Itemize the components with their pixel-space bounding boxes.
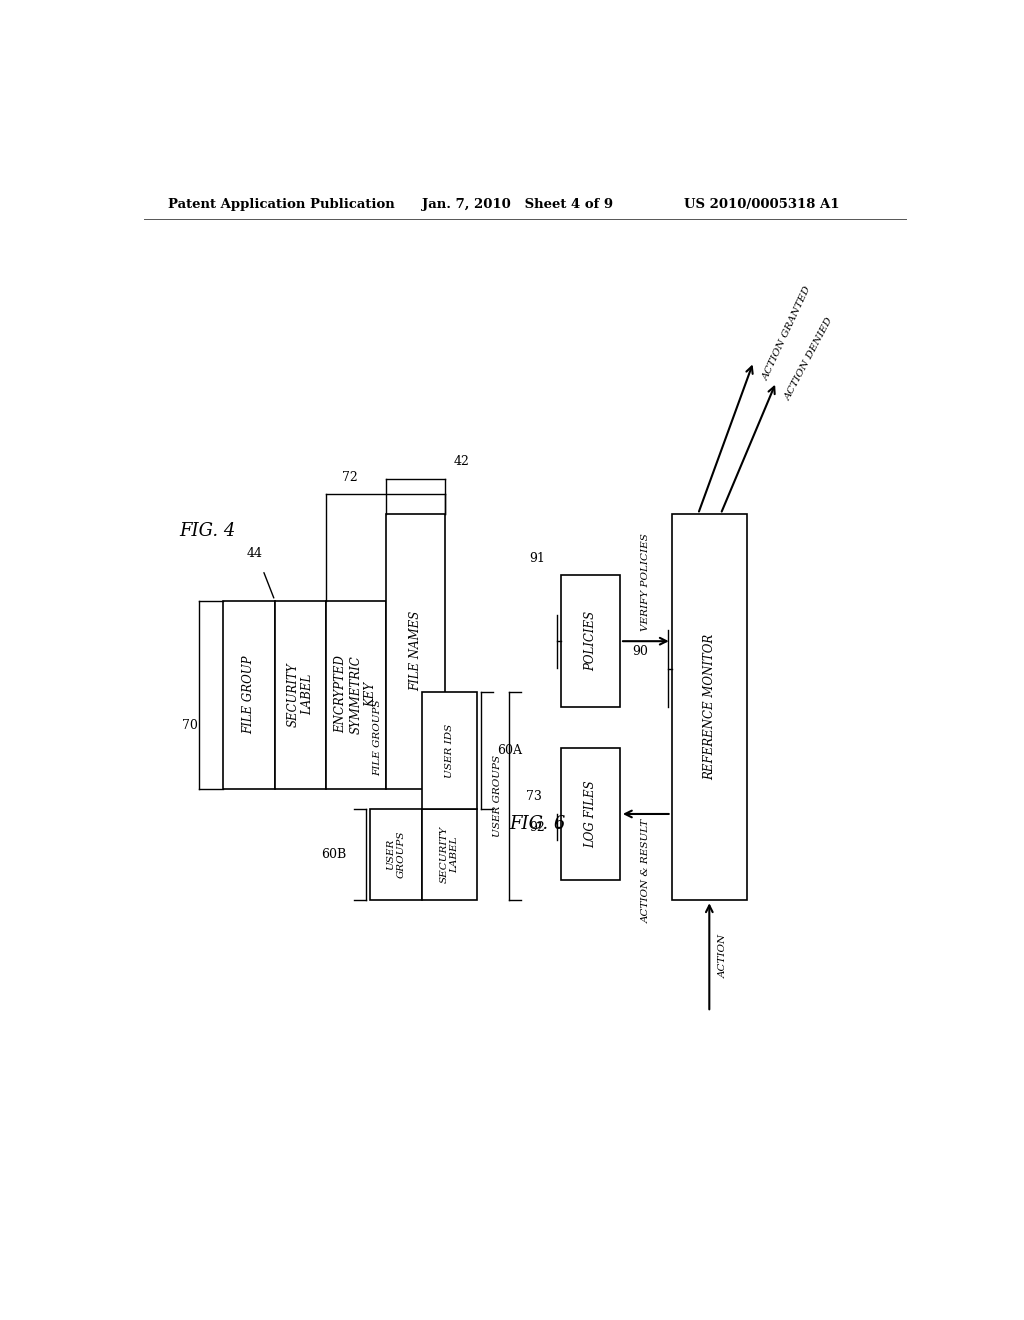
Text: VERIFY POLICIES: VERIFY POLICIES (641, 533, 650, 631)
Text: Patent Application Publication: Patent Application Publication (168, 198, 394, 211)
Bar (327, 601, 386, 788)
Text: SECURITY
LABEL: SECURITY LABEL (287, 663, 314, 727)
Text: 90: 90 (632, 645, 648, 659)
Bar (422, 692, 477, 809)
Bar (672, 515, 748, 900)
Text: ACTION & RESULT: ACTION & RESULT (641, 818, 650, 923)
Text: FIG. 4: FIG. 4 (179, 521, 236, 540)
Text: 73: 73 (526, 789, 543, 803)
Text: 70: 70 (182, 718, 198, 731)
Text: USER IDS: USER IDS (444, 723, 454, 777)
Text: ENCRYPTED
SYMMETRIC
KEY: ENCRYPTED SYMMETRIC KEY (335, 655, 378, 734)
Text: USER
GROUPS: USER GROUPS (386, 830, 406, 878)
Text: 44: 44 (247, 546, 263, 560)
Text: 72: 72 (342, 471, 358, 483)
Bar (370, 809, 422, 900)
Bar (386, 513, 445, 788)
Text: Jan. 7, 2010   Sheet 4 of 9: Jan. 7, 2010 Sheet 4 of 9 (422, 198, 612, 211)
Bar (560, 576, 621, 708)
Text: ACTION GRANTED: ACTION GRANTED (762, 285, 813, 381)
Text: 60A: 60A (497, 744, 522, 756)
Text: USER GROUPS: USER GROUPS (493, 755, 502, 837)
Text: ACTION DENIED: ACTION DENIED (784, 317, 836, 403)
Text: FILE NAMES: FILE NAMES (410, 611, 422, 692)
Text: LOG FILES: LOG FILES (584, 780, 597, 847)
Bar (560, 748, 621, 880)
Text: FILE GROUPS: FILE GROUPS (374, 700, 383, 776)
Bar (274, 601, 327, 788)
Text: ACTION: ACTION (719, 935, 728, 978)
Bar (223, 601, 274, 788)
Text: 91: 91 (528, 552, 545, 565)
Text: 92: 92 (528, 821, 545, 834)
Text: REFERENCE MONITOR: REFERENCE MONITOR (702, 634, 716, 780)
Text: US 2010/0005318 A1: US 2010/0005318 A1 (684, 198, 839, 211)
Text: SECURITY
LABEL: SECURITY LABEL (439, 826, 459, 883)
Text: 42: 42 (454, 455, 469, 469)
Text: FILE GROUP: FILE GROUP (243, 655, 256, 734)
Text: 60B: 60B (321, 849, 346, 861)
Text: FIG. 6: FIG. 6 (509, 816, 565, 833)
Text: POLICIES: POLICIES (584, 611, 597, 672)
Bar (422, 809, 477, 900)
